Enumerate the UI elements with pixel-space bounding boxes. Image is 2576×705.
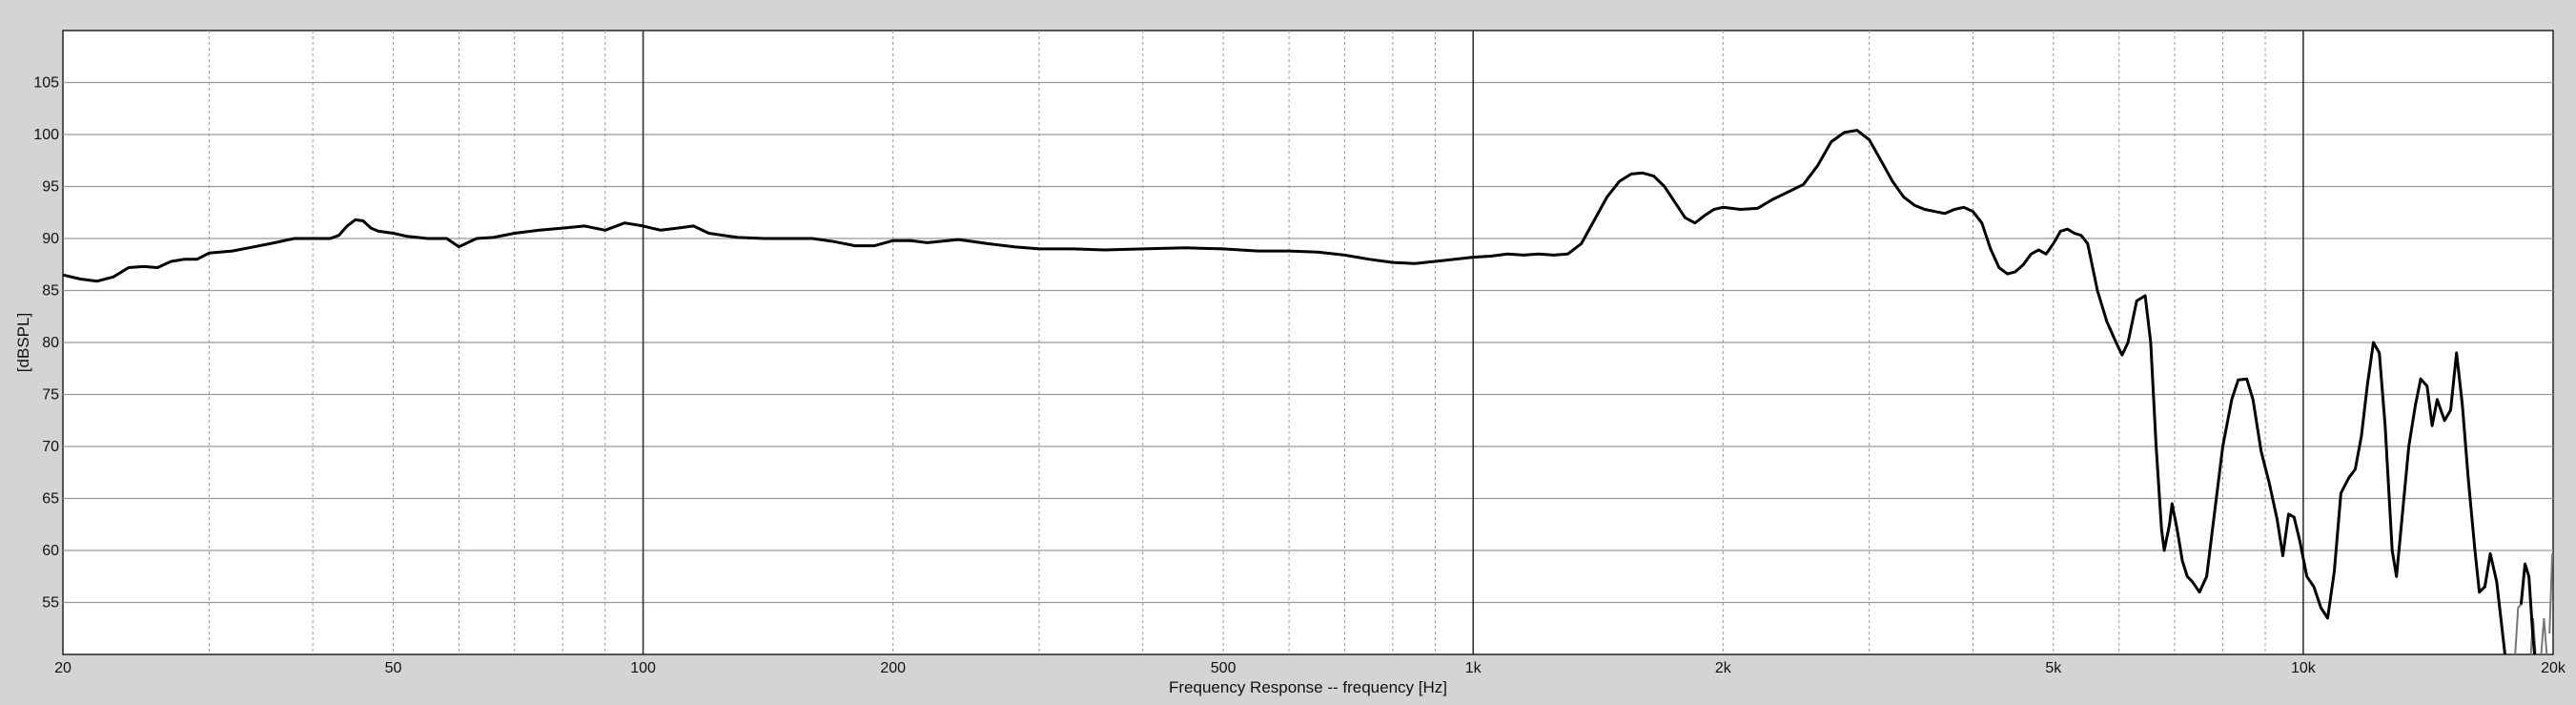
y-tick-label: 100 — [33, 127, 59, 143]
y-tick-label: 85 — [42, 283, 59, 300]
x-tick-labels: 20 50 100 200 500 1k 2k 5k 10k 20k — [54, 660, 2566, 676]
y-tick-labels: 55 60 65 70 75 80 85 90 95 100 105 — [33, 75, 59, 612]
x-tick-label: 50 — [385, 660, 402, 676]
response-curve — [62, 129, 2506, 655]
grid — [63, 31, 2553, 654]
x-tick-label: 5k — [2045, 660, 2062, 676]
gray-series-fragment — [2514, 604, 2523, 655]
y-tick-label: 95 — [42, 179, 59, 196]
y-tick-label: 60 — [42, 543, 59, 559]
series-lines — [62, 129, 2554, 655]
y-tick-label: 90 — [42, 231, 59, 247]
gray-series-fragment — [2548, 553, 2554, 634]
y-tick-label: 105 — [33, 75, 59, 92]
y-axis-title: [dBSPL] — [14, 313, 32, 372]
x-tick-label: 2k — [1715, 660, 1732, 676]
gray-series-fragment — [2540, 617, 2548, 655]
x-tick-label: 20k — [2541, 660, 2566, 676]
x-tick-label: 200 — [880, 660, 906, 676]
y-tick-label: 65 — [42, 491, 59, 508]
y-tick-label: 75 — [42, 387, 59, 404]
y-tick-label: 55 — [42, 595, 59, 612]
response-curve-tail — [2519, 562, 2537, 655]
x-axis-title: Frequency Response -- frequency [Hz] — [1169, 678, 1447, 696]
x-tick-label: 20 — [54, 660, 72, 676]
x-tick-label: 10k — [2291, 660, 2317, 676]
x-tick-label: 1k — [1465, 660, 1482, 676]
x-tick-label: 500 — [1211, 660, 1237, 676]
x-tick-label: 100 — [630, 660, 656, 676]
y-tick-label: 80 — [42, 335, 59, 351]
y-tick-label: 70 — [42, 439, 59, 455]
